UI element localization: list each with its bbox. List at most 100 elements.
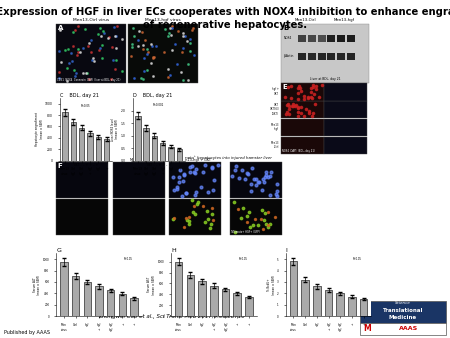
Bar <box>347 53 355 60</box>
Bar <box>222 289 229 316</box>
Bar <box>87 133 93 161</box>
Point <box>301 96 308 101</box>
Point <box>312 101 319 107</box>
Point <box>187 48 194 54</box>
Point <box>231 229 239 234</box>
Point <box>139 29 146 35</box>
Point <box>143 52 150 57</box>
Point <box>248 188 255 193</box>
Point <box>284 102 291 107</box>
Bar <box>348 297 356 316</box>
Point <box>189 209 197 214</box>
Point <box>307 86 315 91</box>
Point <box>309 82 316 88</box>
Bar <box>128 24 198 83</box>
Point <box>173 184 180 189</box>
Point <box>312 83 319 89</box>
Point <box>178 193 185 199</box>
Bar <box>298 35 306 42</box>
Point <box>143 46 150 52</box>
Point <box>265 222 272 228</box>
Point <box>177 69 184 75</box>
Point <box>231 167 239 173</box>
Point <box>88 50 95 55</box>
Point <box>285 103 292 109</box>
Bar <box>95 287 103 316</box>
Point <box>259 207 266 213</box>
Point <box>205 189 212 194</box>
Bar <box>324 119 367 136</box>
Point <box>208 165 215 171</box>
Point <box>174 28 181 34</box>
Point <box>295 83 302 89</box>
Point <box>267 221 274 226</box>
Point <box>130 25 137 30</box>
Point <box>173 187 180 192</box>
Point <box>164 34 171 39</box>
Point <box>168 25 175 30</box>
Point <box>142 37 149 42</box>
Point <box>297 88 304 94</box>
Point <box>109 57 116 62</box>
Bar <box>360 323 446 335</box>
Point <box>86 76 93 82</box>
Point <box>204 217 212 222</box>
Point <box>261 210 269 215</box>
Point <box>169 47 176 52</box>
Text: Published by AAAS: Published by AAAS <box>4 330 50 335</box>
Point <box>234 206 242 211</box>
Point <box>108 44 116 50</box>
Point <box>176 167 183 172</box>
Text: Translational: Translational <box>382 308 423 313</box>
Point <box>110 24 117 29</box>
Text: Men13-hgf: Men13-hgf <box>334 18 355 22</box>
Point <box>192 166 199 172</box>
Point <box>151 55 158 60</box>
Point <box>185 221 193 227</box>
Point <box>289 101 297 106</box>
Bar <box>230 162 282 198</box>
Bar <box>198 281 206 316</box>
Point <box>246 210 253 215</box>
Text: Men13
-Ctrl: Men13 -Ctrl <box>270 141 279 149</box>
Point <box>179 50 186 55</box>
Point <box>309 95 316 100</box>
Bar <box>324 83 367 101</box>
Text: GKT  –  –  +  +  –  +: GKT – – + + – + <box>74 163 98 167</box>
Bar <box>79 127 84 161</box>
Point <box>181 172 188 177</box>
Point <box>251 216 258 222</box>
Point <box>128 54 135 59</box>
Point <box>79 45 86 50</box>
Point <box>302 107 309 112</box>
Point <box>183 217 190 222</box>
Point <box>296 86 303 91</box>
Point <box>179 33 186 39</box>
Point <box>266 173 273 179</box>
Point <box>261 217 268 222</box>
Point <box>231 199 238 204</box>
Point <box>294 96 302 102</box>
Bar <box>298 53 306 60</box>
Point <box>182 33 189 38</box>
Point <box>257 216 265 222</box>
Bar <box>318 35 326 42</box>
Point <box>94 31 102 37</box>
Point <box>209 164 216 169</box>
Bar <box>62 112 68 161</box>
Point <box>201 219 208 225</box>
Point <box>183 38 190 44</box>
Point <box>285 84 292 90</box>
Bar <box>152 136 157 161</box>
Bar <box>360 299 367 316</box>
Point <box>144 68 151 73</box>
Bar <box>302 280 309 316</box>
Point <box>182 216 189 221</box>
Point <box>138 76 145 81</box>
Point <box>179 30 186 35</box>
Point <box>268 170 275 175</box>
Point <box>71 68 78 73</box>
Y-axis label: % BrdU+
(mean ± SEM): % BrdU+ (mean ± SEM) <box>267 275 276 295</box>
Bar <box>112 199 165 235</box>
Text: B: B <box>283 25 288 31</box>
